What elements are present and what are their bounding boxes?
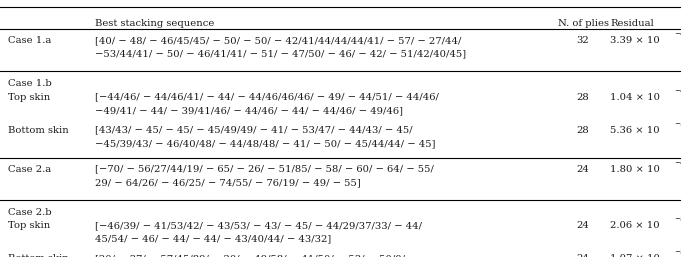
Text: Best stacking sequence: Best stacking sequence [95,19,215,28]
Text: 24: 24 [576,254,589,257]
Text: 28: 28 [576,125,589,134]
Text: −4: −4 [674,30,681,38]
Text: −5: −5 [674,120,681,127]
Text: −53/44/41/ − 50/ − 46/41/41/ − 51/ − 47/50/ − 46/ − 42/ − 51/42/40/45]: −53/44/41/ − 50/ − 46/41/41/ − 51/ − 47/… [95,50,466,59]
Text: [−44/46/ − 44/46/41/ − 44/ − 44/46/46/46/ − 49/ − 44/51/ − 44/46/: [−44/46/ − 44/46/41/ − 44/ − 44/46/46/46… [95,93,439,102]
Text: 5.36 × 10: 5.36 × 10 [610,125,660,134]
Text: Top skin: Top skin [8,221,50,230]
Text: −45/39/43/ − 46/40/48/ − 44/48/48/ − 41/ − 50/ − 45/44/44/ − 45]: −45/39/43/ − 46/40/48/ − 44/48/48/ − 41/… [95,139,436,148]
Text: −3: −3 [674,215,681,223]
Text: Residual: Residual [610,19,654,28]
Text: 28: 28 [576,93,589,102]
Text: −4: −4 [674,159,681,167]
Text: 45/54/ − 46/ − 44/ − 44/ − 43/40/44/ − 43/32]: 45/54/ − 46/ − 44/ − 44/ − 43/40/44/ − 4… [95,234,331,243]
Text: Case 1.b: Case 1.b [8,79,52,88]
Text: 2.06 × 10: 2.06 × 10 [610,221,660,230]
Text: Case 2.a: Case 2.a [8,164,51,173]
Text: 24: 24 [576,164,589,173]
Text: 3.39 × 10: 3.39 × 10 [610,36,660,45]
Text: Case 2.b: Case 2.b [8,207,52,216]
Text: [20/ − 37/ − 57/45/89/ − 20/ − 49/58/ − 41/50/ − 53/ − 50/0/: [20/ − 37/ − 57/45/89/ − 20/ − 49/58/ − … [95,254,405,257]
Text: 32: 32 [576,36,589,45]
Text: −3: −3 [674,248,681,256]
Text: [−46/39/ − 41/53/42/ − 43/53/ − 43/ − 45/ − 44/29/37/33/ − 44/: [−46/39/ − 41/53/42/ − 43/53/ − 43/ − 45… [95,221,422,230]
Text: [43/43/ − 45/ − 45/ − 45/49/49/ − 41/ − 53/47/ − 44/43/ − 45/: [43/43/ − 45/ − 45/ − 45/49/49/ − 41/ − … [95,125,413,134]
Text: 29/ − 64/26/ − 46/25/ − 74/55/ − 76/19/ − 49/ − 55]: 29/ − 64/26/ − 46/25/ − 74/55/ − 76/19/ … [95,178,361,187]
Text: Bottom skin: Bottom skin [8,125,69,134]
Text: Top skin: Top skin [8,93,50,102]
Text: 24: 24 [576,221,589,230]
Text: −4: −4 [674,87,681,95]
Text: 1.80 × 10: 1.80 × 10 [610,164,660,173]
Text: [40/ − 48/ − 46/45/45/ − 50/ − 50/ − 42/41/44/44/44/41/ − 57/ − 27/44/: [40/ − 48/ − 46/45/45/ − 50/ − 50/ − 42/… [95,36,461,45]
Text: Bottom skin: Bottom skin [8,254,69,257]
Text: [−70/ − 56/27/44/19/ − 65/ − 26/ − 51/85/ − 58/ − 60/ − 64/ − 55/: [−70/ − 56/27/44/19/ − 65/ − 26/ − 51/85… [95,164,434,173]
Text: Case 1.a: Case 1.a [8,36,51,45]
Text: 1.07 × 10: 1.07 × 10 [610,254,660,257]
Text: −49/41/ − 44/ − 39/41/46/ − 44/46/ − 44/ − 44/46/ − 49/46]: −49/41/ − 44/ − 39/41/46/ − 44/46/ − 44/… [95,106,403,115]
Text: N. of plies: N. of plies [558,19,609,28]
Text: 1.04 × 10: 1.04 × 10 [610,93,660,102]
